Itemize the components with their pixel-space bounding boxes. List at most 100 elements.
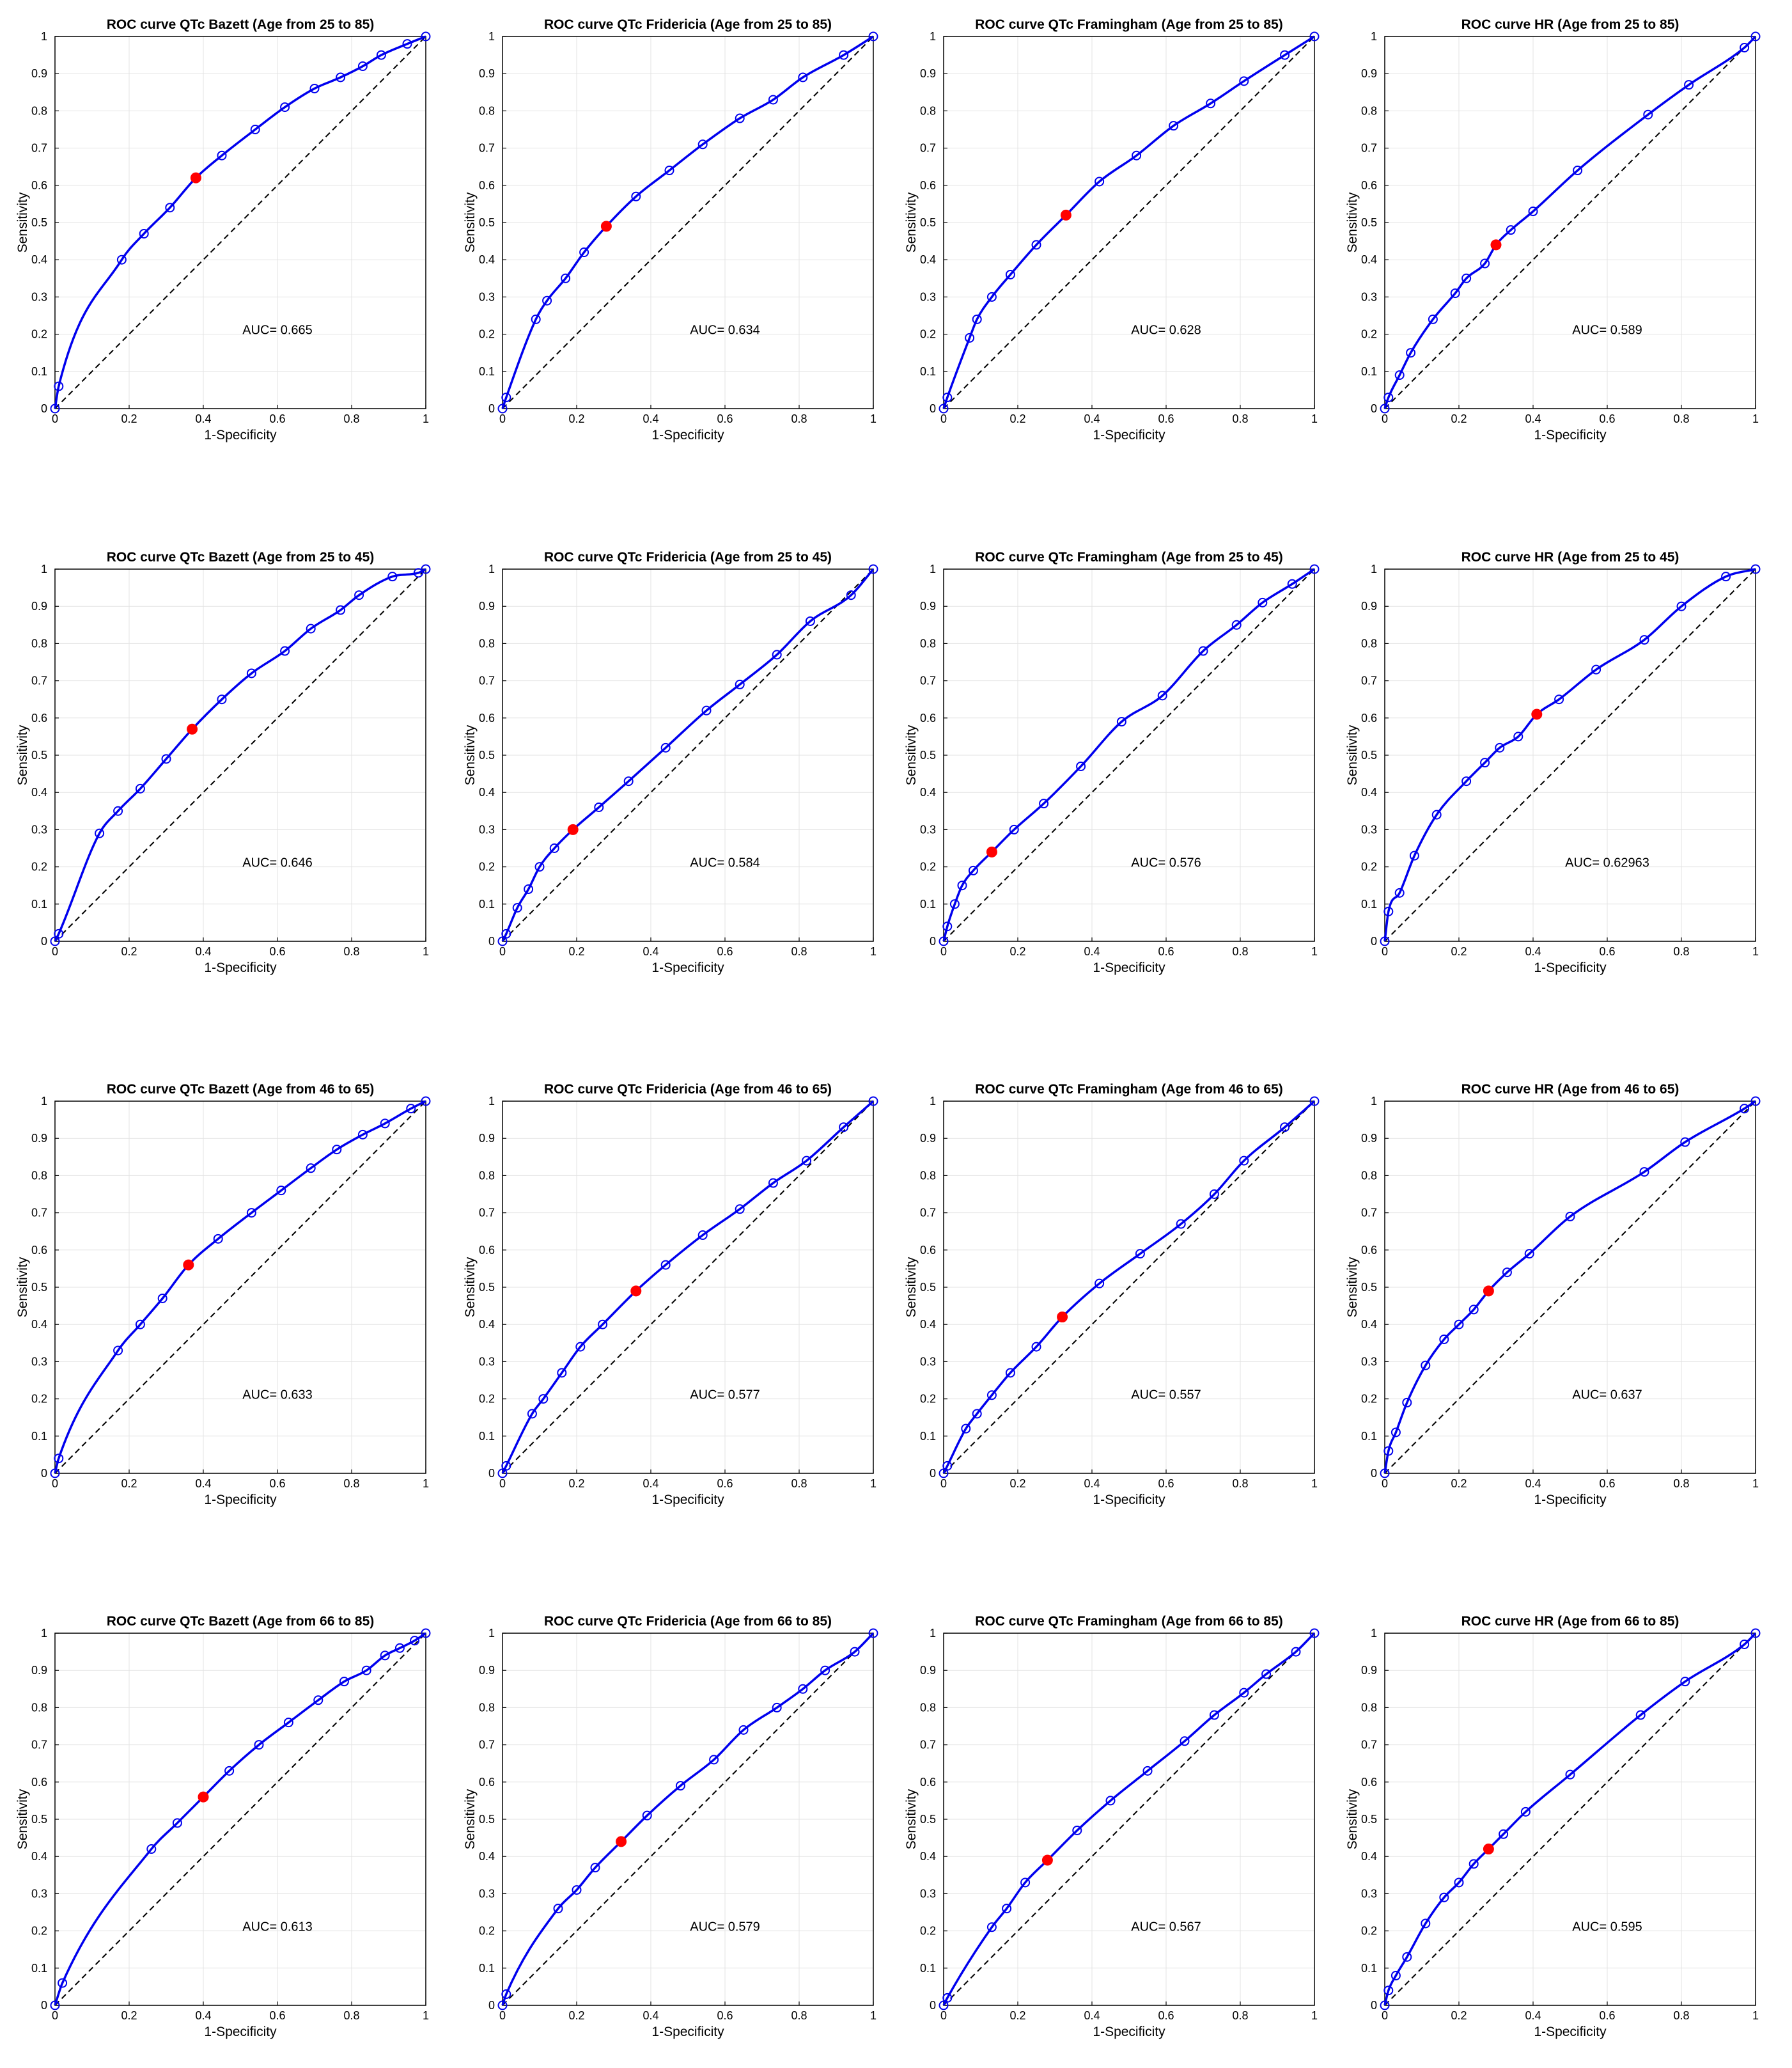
y-tick-label: 1 bbox=[488, 563, 495, 576]
roc-point bbox=[246, 1208, 256, 1218]
y-tick-label: 0.2 bbox=[1361, 861, 1377, 873]
y-tick-label: 0.5 bbox=[31, 749, 47, 762]
x-axis-label: 1-Specificity bbox=[1093, 2025, 1165, 2039]
roc-chart-4: 0 0.1 0.2 0.3 0.4 0.5 0.6 0.7 0.8 0.9 1 0 0.2 0.4 0.6 0… bbox=[1345, 17, 1761, 443]
y-tick-label: 0.2 bbox=[1361, 328, 1377, 341]
roc-point bbox=[1076, 761, 1086, 771]
x-tick-label: 0.6 bbox=[1599, 1477, 1615, 1490]
roc-point bbox=[1495, 742, 1505, 753]
x-tick-label: 0 bbox=[1382, 945, 1388, 958]
auc-label: AUC= 0.613 bbox=[242, 1920, 313, 1934]
chance-diagonal bbox=[943, 1101, 1315, 1474]
y-tick-label: 0.6 bbox=[920, 1244, 936, 1257]
y-tick-label: 0.8 bbox=[920, 1169, 936, 1182]
roc-point bbox=[972, 1409, 982, 1419]
roc-point bbox=[642, 1810, 652, 1821]
y-tick-label: 0.7 bbox=[31, 1739, 47, 1751]
roc-point bbox=[1157, 691, 1167, 701]
optimal-cutoff-point bbox=[1483, 1844, 1494, 1855]
x-tick-label: 0 bbox=[52, 2009, 58, 2022]
y-tick-label: 0.3 bbox=[31, 1887, 47, 1900]
roc-point bbox=[1740, 1104, 1750, 1114]
roc-point bbox=[798, 1684, 808, 1694]
y-tick-label: 0.9 bbox=[1361, 67, 1377, 80]
roc-point bbox=[868, 31, 878, 42]
roc-point bbox=[1132, 150, 1142, 161]
x-tick-label: 0 bbox=[940, 1477, 947, 1490]
y-tick-label: 0.5 bbox=[479, 216, 495, 229]
roc-chart-13: 0 0.1 0.2 0.3 0.4 0.5 0.6 0.7 0.8 0.9 1 0 0.2 0.4 0.6 0… bbox=[15, 1614, 431, 2039]
chance-diagonal bbox=[502, 568, 874, 942]
x-axis-label: 1-Specificity bbox=[204, 1492, 277, 1507]
x-tick-label: 0.2 bbox=[121, 1477, 137, 1490]
y-tick-label: 0.7 bbox=[920, 142, 936, 155]
chart-title: ROC curve QTc Framingham (Age from 25 to… bbox=[975, 550, 1283, 565]
y-tick-label: 0.4 bbox=[479, 253, 495, 266]
roc-chart-7: 0 0.1 0.2 0.3 0.4 0.5 0.6 0.7 0.8 0.9 1 0 0.2 0.4 0.6 0… bbox=[904, 550, 1320, 975]
y-tick-label: 1 bbox=[41, 1095, 47, 1108]
y-tick-label: 1 bbox=[1371, 563, 1377, 576]
y-tick-label: 0.4 bbox=[31, 1318, 47, 1331]
x-tick-label: 0.4 bbox=[643, 412, 658, 425]
y-tick-label: 0.2 bbox=[31, 861, 47, 873]
roc-point bbox=[1635, 1710, 1646, 1720]
auc-label: AUC= 0.628 bbox=[1131, 324, 1201, 338]
chart-title: ROC curve QTc Bazett (Age from 25 to 45) bbox=[107, 550, 375, 565]
y-tick-label: 0.3 bbox=[479, 1355, 495, 1368]
x-tick-label: 0.2 bbox=[121, 2009, 137, 2022]
y-axis-label: Sensitivity bbox=[15, 1257, 30, 1317]
roc-point bbox=[1428, 314, 1438, 324]
optimal-cutoff-point bbox=[567, 824, 579, 835]
roc-point bbox=[1280, 50, 1290, 60]
chart-title: ROC curve QTc Framingham (Age from 66 to… bbox=[975, 1614, 1283, 1629]
roc-point bbox=[1239, 1688, 1249, 1698]
roc-chart-16: 0 0.1 0.2 0.3 0.4 0.5 0.6 0.7 0.8 0.9 1 0 0.2 0.4 0.6 0… bbox=[1345, 1614, 1761, 2039]
x-tick-label: 0.4 bbox=[643, 1477, 658, 1490]
roc-point bbox=[1421, 1360, 1431, 1370]
roc-point bbox=[357, 61, 368, 72]
x-tick-label: 0 bbox=[499, 2009, 506, 2022]
y-tick-label: 0.1 bbox=[1361, 898, 1377, 911]
roc-point bbox=[276, 1186, 286, 1196]
roc-point bbox=[283, 1718, 293, 1728]
y-tick-label: 0.1 bbox=[920, 1962, 936, 1975]
roc-point bbox=[309, 83, 320, 93]
optimal-cutoff-point bbox=[986, 846, 997, 858]
y-tick-label: 0.7 bbox=[479, 1207, 495, 1219]
roc-point bbox=[1454, 1877, 1464, 1888]
roc-point bbox=[939, 1468, 949, 1478]
optimal-cutoff-point bbox=[183, 1259, 194, 1271]
roc-point bbox=[1261, 1669, 1272, 1679]
roc-point bbox=[820, 1665, 830, 1675]
chart-title: ROC curve QTc Bazett (Age from 46 to 65) bbox=[107, 1082, 375, 1097]
roc-curve-line bbox=[942, 568, 1315, 942]
y-tick-label: 0.4 bbox=[1361, 253, 1377, 266]
roc-point bbox=[1198, 646, 1208, 656]
roc-point bbox=[387, 572, 398, 582]
roc-point bbox=[213, 1234, 223, 1244]
auc-label: AUC= 0.557 bbox=[1131, 1388, 1201, 1402]
y-tick-label: 0.8 bbox=[920, 104, 936, 117]
y-axis-label: Sensitivity bbox=[904, 192, 919, 253]
roc-point bbox=[1469, 1859, 1479, 1869]
roc-point bbox=[339, 1677, 349, 1687]
auc-label: AUC= 0.577 bbox=[690, 1388, 760, 1402]
x-tick-label: 0.2 bbox=[568, 412, 584, 425]
y-tick-label: 0.5 bbox=[1361, 1813, 1377, 1826]
roc-point bbox=[986, 1390, 997, 1400]
x-tick-label: 0.8 bbox=[1232, 945, 1248, 958]
y-tick-label: 0.5 bbox=[479, 1281, 495, 1294]
roc-point bbox=[594, 802, 604, 812]
y-tick-label: 0.9 bbox=[479, 600, 495, 613]
x-tick-label: 0.6 bbox=[717, 945, 733, 958]
roc-chart-15: 0 0.1 0.2 0.3 0.4 0.5 0.6 0.7 0.8 0.9 1 0 0.2 0.4 0.6 0… bbox=[904, 1614, 1320, 2039]
roc-point bbox=[217, 150, 227, 161]
roc-point bbox=[1209, 1710, 1219, 1720]
y-tick-label: 0.6 bbox=[479, 1776, 495, 1789]
x-tick-label: 0.8 bbox=[343, 945, 359, 958]
chance-diagonal bbox=[1384, 1633, 1756, 2006]
roc-point bbox=[254, 1740, 264, 1750]
roc-point bbox=[224, 1766, 235, 1776]
roc-point bbox=[939, 2000, 949, 2010]
